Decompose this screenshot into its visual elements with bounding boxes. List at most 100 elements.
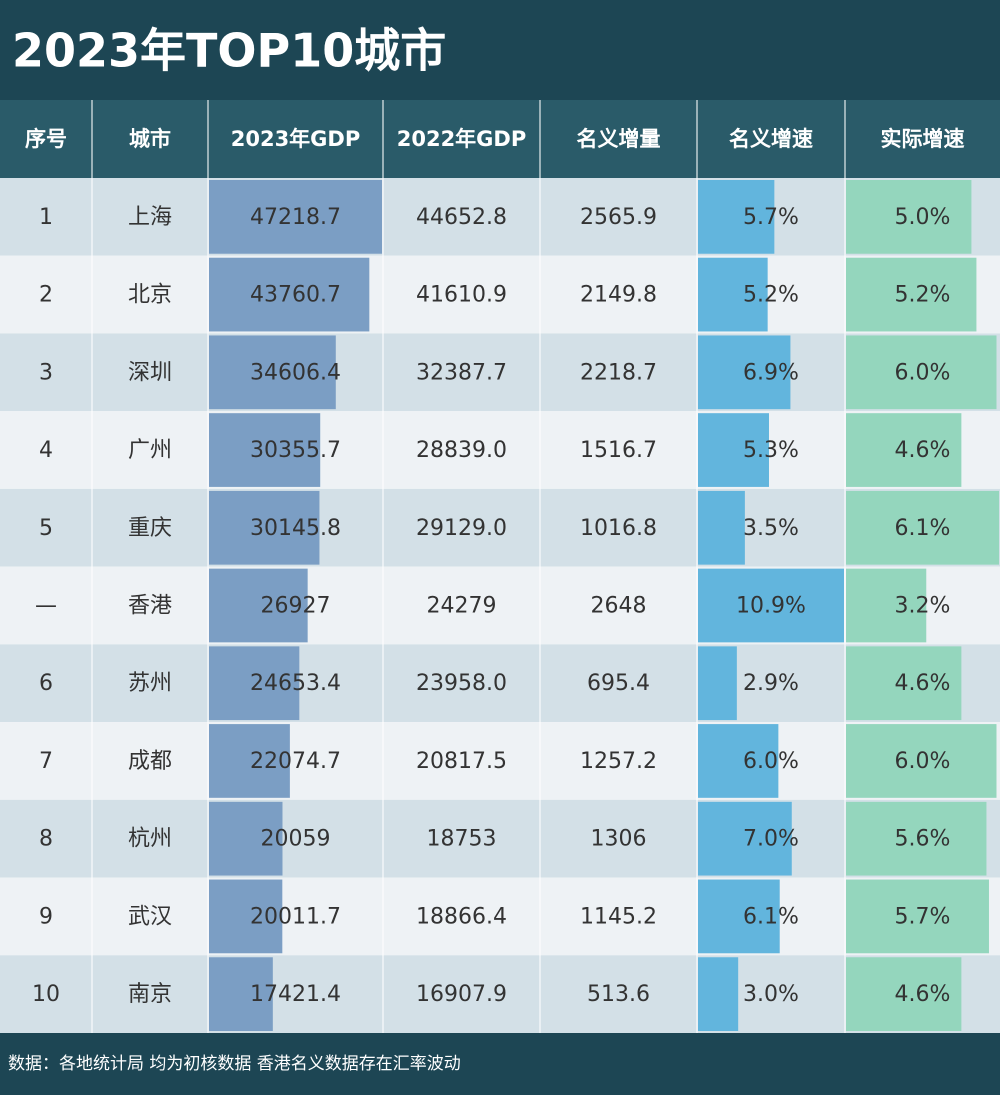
data-bar — [846, 335, 997, 410]
cell: 1 — [39, 205, 53, 230]
column-header: 序号 — [25, 127, 67, 151]
cell: 3.0% — [743, 982, 799, 1007]
cell: 4.6% — [895, 982, 951, 1007]
cell: 苏州 — [128, 671, 172, 696]
cell: 5.3% — [743, 438, 799, 463]
cell: 1516.7 — [580, 438, 657, 463]
row-background — [0, 255, 1000, 334]
cell: 6.9% — [743, 360, 799, 385]
data-bar — [209, 879, 283, 954]
cell: 2 — [39, 283, 53, 308]
cell: 20011.7 — [250, 904, 341, 929]
data-bar — [698, 413, 769, 487]
data-bar — [698, 879, 780, 954]
cell: 南京 — [128, 982, 172, 1007]
column-header: 名义增速 — [729, 127, 813, 151]
cell: 20817.5 — [416, 749, 507, 774]
cell: 成都 — [128, 749, 172, 774]
cell: 18753 — [427, 827, 497, 852]
cell: 29129.0 — [416, 516, 507, 541]
cell: 2218.7 — [580, 360, 657, 385]
cell: 18866.4 — [416, 904, 507, 929]
data-bar — [846, 724, 997, 798]
header-bar — [0, 100, 1000, 178]
row-background — [0, 877, 1000, 956]
cell: 43760.7 — [250, 283, 341, 308]
cell: 34606.4 — [250, 360, 341, 385]
cell: 22074.7 — [250, 749, 341, 774]
cell: 26927 — [261, 594, 331, 619]
cell: 32387.7 — [416, 360, 507, 385]
cell: 深圳 — [128, 360, 172, 385]
cell: 重庆 — [128, 516, 172, 541]
data-bar — [698, 646, 737, 721]
cell: 1257.2 — [580, 749, 657, 774]
cell: 28839.0 — [416, 438, 507, 463]
cell: 5.6% — [895, 827, 951, 852]
cell: 香港 — [128, 594, 172, 619]
row-background — [0, 411, 1000, 489]
cell: 3.2% — [895, 594, 951, 619]
data-bar — [846, 568, 927, 643]
cell: 9 — [39, 904, 53, 929]
cell: 6.0% — [743, 749, 799, 774]
data-bar — [698, 257, 768, 332]
cell: — — [35, 594, 57, 619]
cell: 6.1% — [895, 516, 951, 541]
row-background — [0, 333, 1000, 412]
cell: 2648 — [591, 594, 647, 619]
column-header: 2023年GDP — [231, 127, 361, 151]
row-background — [0, 644, 1000, 723]
cell: 7 — [39, 749, 53, 774]
cell: 20059 — [261, 827, 331, 852]
cell: 17421.4 — [250, 982, 341, 1007]
footer: 数据：各地统计局 均为初核数据 香港名义数据存在汇率波动 — [8, 1054, 461, 1074]
cell: 1145.2 — [580, 904, 657, 929]
data-bar — [846, 801, 987, 876]
cell: 695.4 — [587, 671, 650, 696]
cell: 5.2% — [743, 283, 799, 308]
cell: 6 — [39, 671, 53, 696]
cell: 5 — [39, 516, 53, 541]
data-bar — [698, 335, 791, 410]
row-background — [0, 722, 1000, 800]
cell: 47218.7 — [250, 205, 341, 230]
column-header: 2022年GDP — [397, 127, 527, 151]
cell: 2149.8 — [580, 283, 657, 308]
data-bar — [209, 957, 273, 1031]
data-bar — [846, 413, 962, 487]
data-bar — [846, 490, 999, 565]
cell: 2565.9 — [580, 205, 657, 230]
data-bar — [209, 257, 370, 332]
cell: 10 — [32, 982, 60, 1007]
cell: 24279 — [427, 594, 497, 619]
data-bar — [846, 957, 962, 1031]
data-bar — [209, 413, 321, 487]
cell: 7.0% — [743, 827, 799, 852]
cell: 30355.7 — [250, 438, 341, 463]
data-bar — [209, 801, 283, 876]
row-background — [0, 488, 1000, 567]
data-bar — [209, 335, 336, 410]
title-bar — [0, 0, 1000, 100]
cell: 武汉 — [128, 904, 172, 929]
cell: 44652.8 — [416, 205, 507, 230]
cell: 30145.8 — [250, 516, 341, 541]
cell: 2.9% — [743, 671, 799, 696]
data-bar — [846, 879, 989, 954]
cell: 3 — [39, 360, 53, 385]
data-bar — [209, 180, 382, 254]
cell: 广州 — [128, 438, 172, 463]
column-header: 城市 — [129, 127, 171, 151]
data-bar — [698, 490, 745, 565]
data-bar — [209, 490, 320, 565]
data-bar — [698, 180, 775, 254]
cell: 杭州 — [128, 827, 172, 852]
data-bar — [209, 724, 290, 798]
cell: 6.1% — [743, 904, 799, 929]
data-bar — [846, 646, 962, 721]
data-bar — [209, 568, 308, 643]
cell: 1306 — [591, 827, 647, 852]
column-header: 实际增速 — [881, 127, 965, 151]
